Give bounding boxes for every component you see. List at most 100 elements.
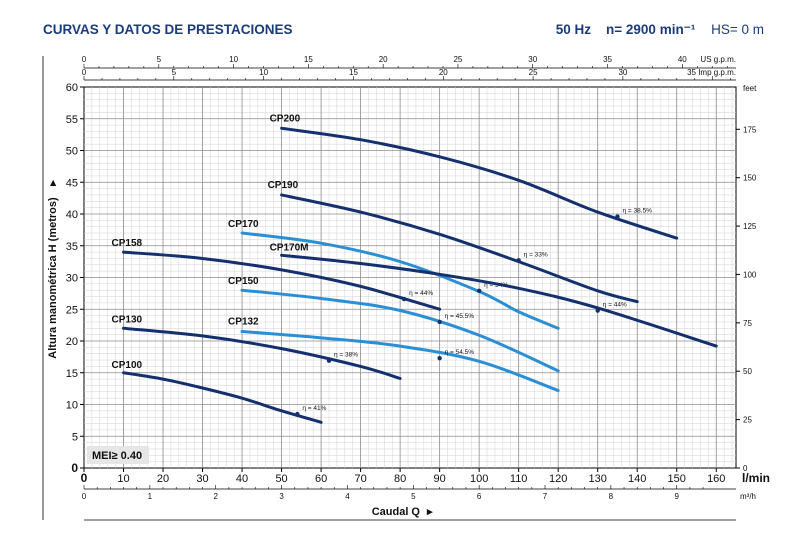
usgpm-tick-label: 20	[379, 55, 388, 64]
efficiency-point	[326, 358, 332, 363]
curve-label-cp158: CP158	[112, 238, 143, 249]
m3h-tick-label: 5	[411, 492, 416, 501]
curve-label-cp170m: CP170M	[270, 242, 309, 253]
y-axis-label: Altura manométrica H (metros)	[47, 197, 59, 359]
m3h-tick-label: 2	[213, 492, 218, 501]
curve-cp200	[280, 126, 679, 240]
y-tick-label: 50	[66, 146, 78, 158]
curve-cp150	[240, 288, 560, 373]
x-tick-label: 70	[354, 473, 366, 485]
y-tick-label: 15	[66, 368, 78, 380]
efficiency-label: η = 41%	[302, 405, 326, 412]
y-axis-arrow: ▸	[47, 180, 59, 187]
usgpm-tick-label: 5	[157, 55, 162, 64]
curve-cp170m	[280, 253, 718, 348]
usgpm-tick-label: 25	[453, 55, 462, 64]
usgpm-unit-label: US g.p.m.	[700, 55, 736, 64]
mei-box	[87, 446, 149, 464]
m3h-unit-label: m³/h	[740, 492, 756, 501]
efficiency-point	[295, 411, 300, 417]
y-right-tick-label: 100	[743, 270, 757, 279]
x-tick-label: 130	[589, 473, 607, 485]
m3h-tick-label: 1	[148, 492, 153, 501]
efficiency-point	[437, 319, 442, 325]
x-tick-label: 120	[549, 473, 567, 485]
usgpm-tick-label: 15	[304, 55, 313, 64]
m3h-tick-label: 0	[82, 492, 87, 501]
y-tick-label: 30	[66, 273, 78, 285]
y-right-tick-label: 75	[743, 319, 752, 328]
y-tick-label: 45	[66, 177, 78, 189]
x-axis-arrow: ▸	[426, 506, 433, 518]
y-tick-label: 60	[66, 82, 78, 94]
m3h-tick-label: 6	[477, 492, 482, 501]
curve-label-cp100: CP100	[112, 360, 143, 371]
m3h-tick-label: 3	[279, 492, 284, 501]
efficiency-point	[595, 308, 600, 313]
impgpm-unit-label: 35 Imp g.p.m.	[687, 68, 736, 77]
x-tick-label: 20	[157, 473, 169, 485]
efficiency-point	[437, 355, 442, 361]
efficiency-label: η = 54.5%	[445, 349, 475, 356]
m3h-tick-label: 4	[345, 492, 350, 501]
y-right-tick-label: 50	[743, 367, 752, 376]
y-tick-label: 40	[66, 209, 78, 221]
curve-cp100	[122, 371, 323, 424]
operating-conditions: 50 Hz n= 2900 min⁻¹ HS= 0 m	[556, 22, 764, 38]
suction-height-label: HS= 0 m	[711, 22, 764, 37]
impgpm-tick-label: 15	[349, 68, 358, 77]
curve-label-cp132: CP132	[228, 316, 259, 327]
usgpm-tick-label: 35	[603, 55, 612, 64]
y-tick-label: 55	[66, 114, 78, 126]
curve-cp190	[280, 193, 639, 304]
efficiency-label: η = 33%	[524, 251, 548, 258]
y-tick-label: 5	[72, 431, 78, 443]
curve-cp130	[122, 326, 402, 380]
x-tick-label: 10	[117, 473, 129, 485]
impgpm-tick-label: 30	[618, 68, 627, 77]
x-tick-label: 160	[707, 473, 725, 485]
impgpm-tick-label: 10	[259, 68, 268, 77]
efficiency-label: η = 44%	[603, 302, 627, 309]
x-tick-label: 140	[628, 473, 646, 485]
usgpm-tick-label: 40	[678, 55, 687, 64]
y-tick-label: 25	[66, 304, 78, 316]
usgpm-tick-label: 10	[229, 55, 238, 64]
efficiency-point	[401, 296, 407, 302]
y-right-tick-label: 0	[743, 464, 748, 473]
x-tick-label: 90	[434, 473, 446, 485]
y-right-tick-label: 150	[743, 174, 757, 183]
impgpm-tick-label: 5	[172, 68, 177, 77]
x-tick-label: 150	[668, 473, 686, 485]
y-tick-label: 20	[66, 336, 78, 348]
efficiency-point	[516, 258, 521, 263]
x-axis-label: Caudal Q	[372, 506, 421, 518]
curve-cp132	[240, 329, 560, 393]
y-right-tick-label: 25	[743, 416, 752, 425]
efficiency-label: η = 45.5%	[445, 313, 475, 320]
chart-title: CURVAS Y DATOS DE PRESTACIONES	[43, 22, 293, 37]
efficiency-point	[615, 214, 620, 219]
usgpm-tick-label: 0	[82, 55, 87, 64]
curve-label-cp130: CP130	[112, 314, 143, 325]
x-tick-label: 50	[275, 473, 287, 485]
usgpm-tick-label: 30	[528, 55, 537, 64]
x-tick-label: 100	[470, 473, 488, 485]
x-unit-label: l/min	[742, 471, 770, 485]
curve-label-cp150: CP150	[228, 276, 259, 287]
x-tick-label: 80	[394, 473, 406, 485]
y-right-tick-label: 175	[743, 125, 757, 134]
curve-cp158	[122, 250, 442, 311]
y-right-unit-label: feet	[743, 84, 757, 93]
efficiency-label: η = 44%	[409, 290, 433, 297]
m3h-tick-label: 9	[675, 492, 680, 501]
efficiency-point	[476, 288, 482, 294]
efficiency-label: η = 38.5%	[622, 208, 652, 215]
impgpm-tick-label: 20	[439, 68, 448, 77]
curve-label-cp190: CP190	[268, 180, 299, 191]
x-tick-label: 40	[236, 473, 248, 485]
mei-label: MEI≥ 0.40	[92, 450, 142, 462]
speed-label: n= 2900 min⁻¹	[606, 22, 696, 37]
x-tick-label: 30	[196, 473, 208, 485]
